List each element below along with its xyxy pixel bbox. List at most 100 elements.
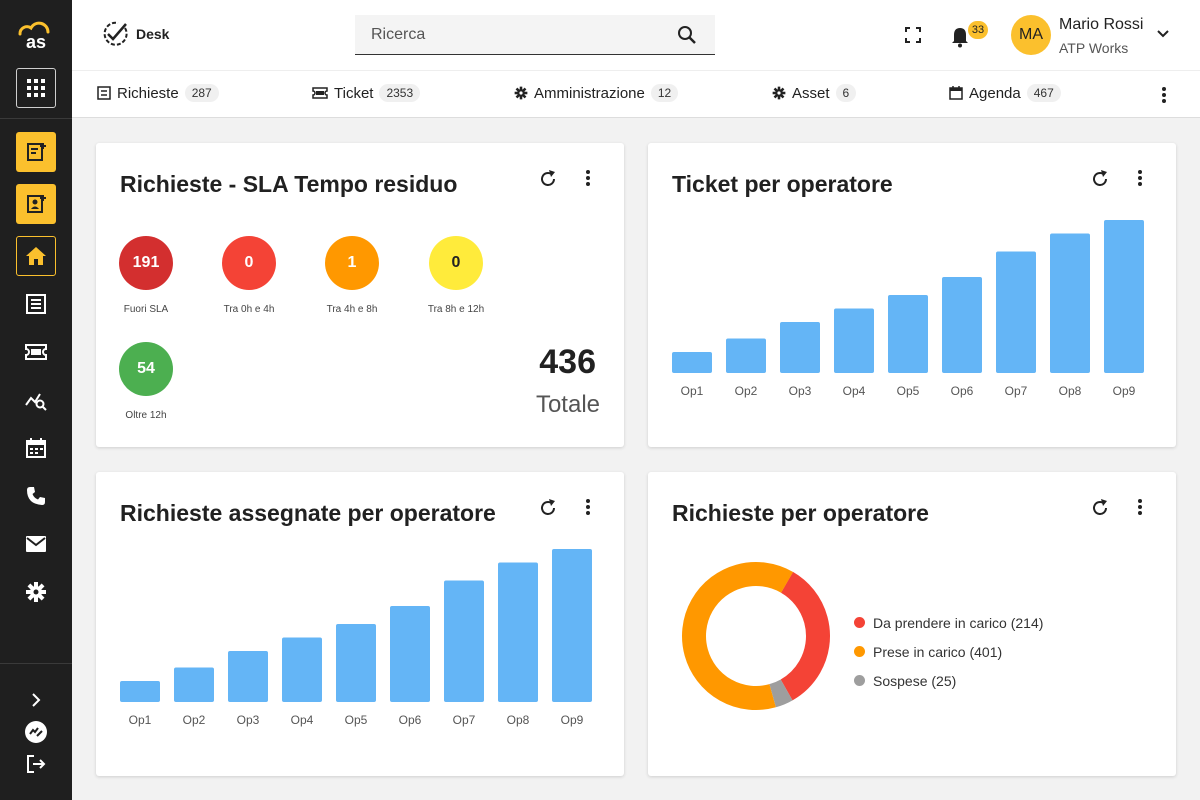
legend-item[interactable]: Da prendere in carico (214)	[854, 608, 1043, 637]
x-tick-label: Op6	[951, 384, 974, 398]
bar-op4[interactable]	[834, 308, 874, 374]
brand-badge[interactable]	[24, 720, 48, 744]
user-name[interactable]: Mario Rossi	[1059, 16, 1144, 33]
logout-icon	[27, 755, 46, 773]
refresh-icon[interactable]	[1090, 498, 1110, 523]
tab-asset[interactable]: Asset 6	[772, 84, 857, 102]
donut-legend: Da prendere in carico (214) Prese in car…	[854, 608, 1043, 695]
analytics-nav[interactable]	[24, 389, 48, 413]
search-input[interactable]	[355, 25, 665, 44]
bar-op5[interactable]	[888, 295, 928, 373]
sla-card: Richieste - SLA Tempo residuo 191 Fuori …	[96, 143, 624, 447]
tab-agenda[interactable]: Agenda 467	[949, 84, 1061, 102]
sla-4-8h[interactable]: 1 Tra 4h e 8h	[302, 236, 402, 315]
x-tick-label: Op6	[399, 713, 422, 727]
sla-fuori-sla[interactable]: 191 Fuori SLA	[96, 236, 196, 315]
legend-label: Sospese (25)	[873, 672, 957, 689]
sla-circle: 1	[325, 236, 379, 290]
sla-circle: 54	[119, 342, 173, 396]
apps-grid-button[interactable]	[16, 68, 56, 108]
bar-op6[interactable]	[942, 277, 982, 373]
new-ticket-button[interactable]	[16, 184, 56, 224]
legend-dot	[854, 646, 865, 657]
total-label: Totale	[535, 391, 600, 418]
card-title: Richieste per operatore	[672, 500, 929, 526]
refresh-icon[interactable]	[538, 169, 558, 194]
tab-label: Amministrazione	[534, 84, 645, 102]
bar-op9[interactable]	[552, 549, 592, 702]
ticket-icon	[25, 344, 47, 360]
bar-op3[interactable]	[780, 322, 820, 373]
calendar-nav[interactable]	[24, 436, 48, 460]
assigned-card: Richieste assegnate per operatore Op1 Op2…	[96, 472, 624, 776]
bar-op4[interactable]	[282, 637, 322, 703]
desk-logo[interactable]: Desk	[100, 20, 169, 48]
x-tick-label: Op2	[735, 384, 758, 398]
sla-circle: 191	[119, 236, 173, 290]
tab-richieste[interactable]: Richieste 287	[97, 84, 219, 102]
tab-amministrazione[interactable]: Amministrazione 12	[514, 84, 679, 102]
more-vert-icon[interactable]	[578, 169, 598, 194]
more-vert-icon[interactable]	[1130, 498, 1150, 523]
ticket-bar-chart: Op1 Op2 Op3 Op4 Op5 Op6 Op7 Op8 Op9	[672, 220, 1144, 398]
brand-circle-icon	[25, 721, 47, 743]
sla-0-4h[interactable]: 0 Tra 0h e 4h	[199, 236, 299, 315]
refresh-icon[interactable]	[538, 498, 558, 523]
card-title: Richieste - SLA Tempo residuo	[120, 171, 458, 197]
more-vert-icon[interactable]	[1154, 85, 1174, 110]
x-tick-label: Op5	[345, 713, 368, 727]
search-bar	[355, 15, 715, 55]
bar-op5[interactable]	[336, 624, 376, 702]
bar-op3[interactable]	[228, 651, 268, 702]
new-request-button[interactable]	[16, 132, 56, 172]
tickets-nav[interactable]	[24, 340, 48, 364]
tab-count: 6	[835, 84, 857, 102]
search-icon[interactable]	[677, 25, 697, 50]
bar-op1[interactable]	[672, 352, 712, 373]
list-icon	[97, 86, 111, 100]
sla-oltre-12h[interactable]: 54 Oltre 12h	[96, 342, 196, 421]
donut-slice[interactable]	[680, 560, 833, 713]
home-button[interactable]	[16, 236, 56, 276]
requests-nav[interactable]	[24, 292, 48, 316]
sla-label: Tra 4h e 8h	[326, 304, 378, 315]
bar-op8[interactable]	[498, 562, 538, 703]
tab-label: Asset	[792, 84, 830, 102]
phone-nav[interactable]	[24, 484, 48, 508]
donut-slice[interactable]	[671, 551, 840, 720]
bar-op2[interactable]	[726, 338, 766, 374]
bar-op7[interactable]	[996, 251, 1036, 374]
x-tick-label: Op5	[897, 384, 920, 398]
legend-item[interactable]: Sospese (25)	[854, 666, 1043, 695]
chevron-right-icon	[32, 693, 41, 707]
mail-nav[interactable]	[24, 532, 48, 556]
more-vert-icon[interactable]	[578, 498, 598, 523]
tab-bar: Richieste 287 Ticket 2353 Amministrazion…	[72, 70, 1200, 118]
sla-circle: 0	[222, 236, 276, 290]
bar-op2[interactable]	[174, 667, 214, 703]
more-vert-icon[interactable]	[1130, 169, 1150, 194]
sla-label: Tra 8h e 12h	[427, 304, 485, 315]
expand-sidebar-button[interactable]	[24, 688, 48, 712]
fullscreen-icon[interactable]	[904, 26, 922, 49]
chevron-down-icon[interactable]	[1155, 27, 1171, 45]
tab-ticket[interactable]: Ticket 2353	[312, 84, 421, 102]
x-tick-label: Op3	[789, 384, 812, 398]
settings-nav[interactable]	[24, 580, 48, 604]
refresh-icon[interactable]	[1090, 169, 1110, 194]
tab-count: 287	[184, 84, 219, 102]
legend-item[interactable]: Prese in carico (401)	[854, 637, 1043, 666]
bar-op7[interactable]	[444, 580, 484, 703]
home-icon	[26, 247, 46, 265]
x-tick-label: Op1	[129, 713, 152, 727]
x-tick-label: Op4	[843, 384, 866, 398]
sla-8-12h[interactable]: 0 Tra 8h e 12h	[406, 236, 506, 315]
bar-op6[interactable]	[390, 606, 430, 702]
bar-op8[interactable]	[1050, 233, 1090, 374]
bar-op1[interactable]	[120, 681, 160, 702]
app-logo[interactable]: as	[14, 20, 58, 52]
bell-icon[interactable]	[950, 26, 970, 53]
logout-button[interactable]	[24, 752, 48, 776]
bar-op9[interactable]	[1104, 220, 1144, 373]
avatar[interactable]: MA	[1011, 15, 1051, 55]
